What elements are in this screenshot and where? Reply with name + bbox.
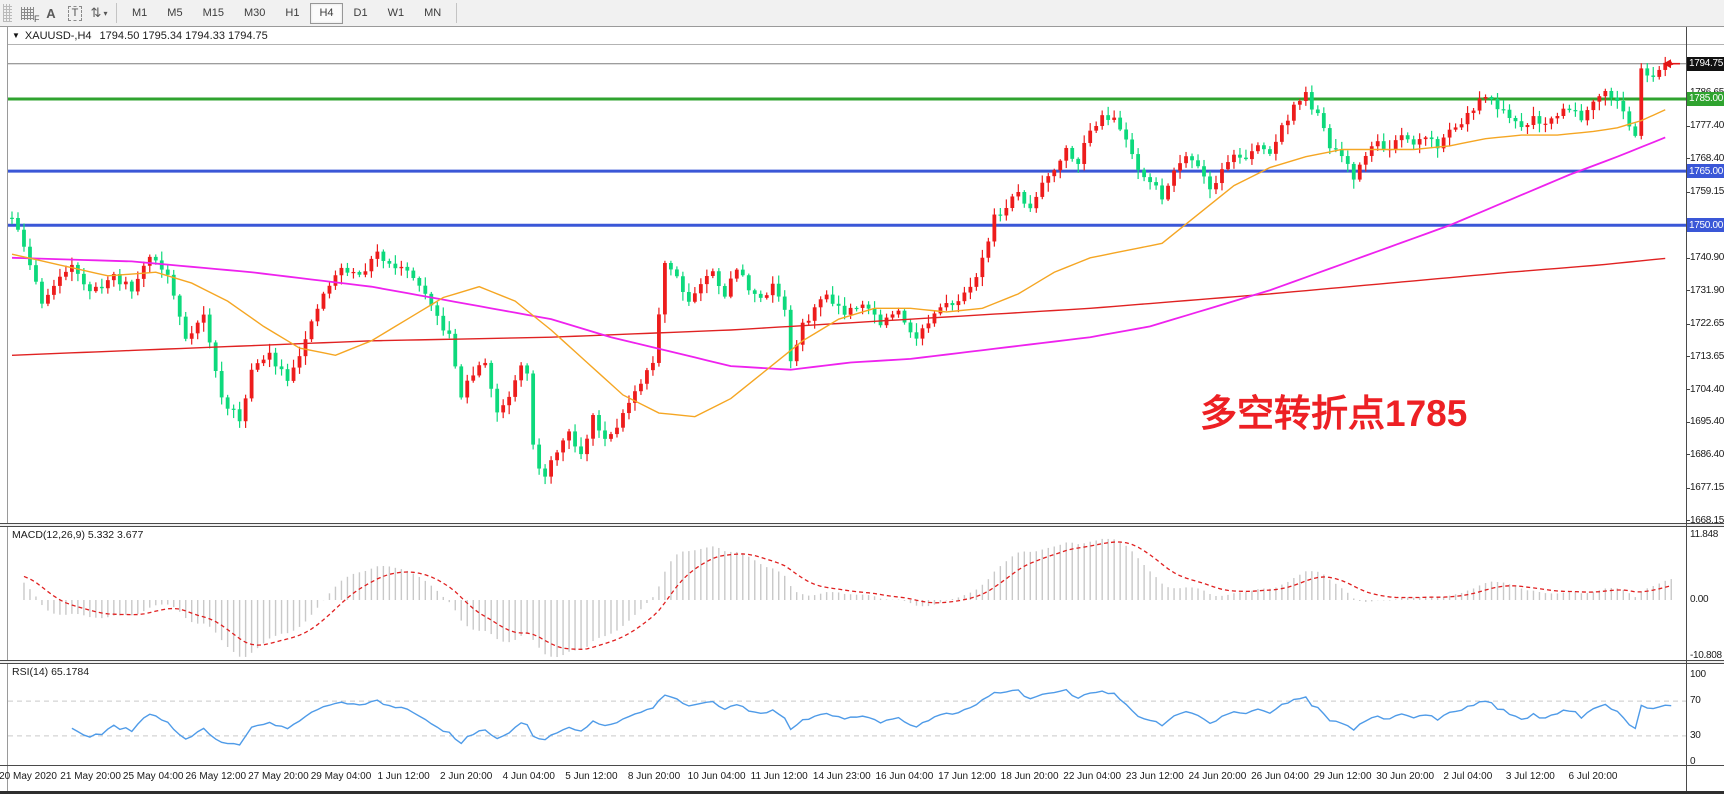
- time-tick-label: 24 Jun 20:00: [1188, 771, 1247, 782]
- timeframe-button-m5[interactable]: M5: [167, 6, 183, 19]
- axis-tick-mark: [1686, 520, 1690, 522]
- price-tick-label: 1768.40: [1690, 152, 1724, 164]
- panel-splitter[interactable]: [0, 523, 1724, 527]
- price-tick-label: 1704.40: [1690, 383, 1724, 395]
- time-tick-label: 23 Jun 12:00: [1125, 771, 1184, 782]
- price-badge-1750-00: 1750.00: [1687, 218, 1724, 233]
- macd-label: MACD(12,26,9) 5.332 3.677: [12, 529, 144, 541]
- price-tick-label: 1668.15: [1690, 514, 1724, 526]
- chart-header: ▼ XAUUSD-,H4 1794.50 1795.34 1794.33 179…: [8, 27, 268, 44]
- rsi-label: RSI(14) 65.1784: [12, 666, 90, 678]
- timeframe-button-h1[interactable]: H1: [285, 6, 300, 19]
- axis-tick-mark: [1686, 356, 1690, 358]
- axis-tick-mark: [1686, 257, 1690, 259]
- timeframe-button-d1[interactable]: D1: [353, 6, 368, 19]
- toolbar-drag-handle[interactable]: [3, 4, 12, 22]
- time-tick-label: 26 Jun 04:00: [1251, 771, 1309, 782]
- timeframe-button-group: M1 M5 M15 M30 H1 H4 D1 W1 MN: [122, 2, 451, 24]
- header-divider: [8, 44, 1724, 45]
- timeframe-button-m30[interactable]: M30: [243, 6, 266, 19]
- chart-window-top-border: [0, 26, 1724, 27]
- timeframe-button-mn[interactable]: MN: [424, 6, 442, 19]
- dropdown-caret-icon[interactable]: ▾: [103, 8, 108, 18]
- toolbar-separator: [456, 3, 458, 23]
- time-tick-label: 2 Jul 04:00: [1443, 771, 1493, 782]
- price-badge-1765-00: 1765.00: [1687, 164, 1724, 179]
- panel-splitter[interactable]: [0, 660, 1724, 664]
- macd-axis-label: 0.00: [1690, 594, 1709, 605]
- font-a-icon[interactable]: A: [46, 5, 56, 21]
- price-tick-label: 1731.90: [1690, 284, 1724, 296]
- rsi-axis-label: 100: [1690, 669, 1706, 680]
- time-tick-label: 5 Jun 12:00: [565, 771, 618, 782]
- price-badge-1785-00: 1785.00: [1687, 91, 1724, 106]
- time-tick-label: 3 Jul 12:00: [1505, 771, 1555, 782]
- axis-tick-mark: [1686, 290, 1690, 292]
- price-tick-label: 1722.65: [1690, 318, 1724, 330]
- timeframe-button-m15[interactable]: M15: [202, 6, 224, 19]
- timeframe-button-w1[interactable]: W1: [387, 6, 405, 19]
- price-tick-label: 1677.15: [1690, 482, 1724, 494]
- grid-icon-f[interactable]: F: [16, 3, 40, 24]
- price-badge-1794-75: 1794.75: [1687, 56, 1724, 71]
- time-tick-label: 26 May 12:00: [185, 771, 247, 782]
- rsi-axis-label: 70: [1690, 695, 1701, 706]
- axis-tick-mark: [1686, 191, 1690, 193]
- chart-window-left-border: [7, 27, 8, 791]
- time-tick-label: 1 Jun 12:00: [377, 771, 430, 782]
- time-tick-label: 21 May 20:00: [60, 771, 121, 782]
- time-tick-label: 6 Jul 20:00: [1568, 771, 1618, 782]
- toolbar: F A T ⇅ ▾ M1 M5 M15 M30 H1 H4 D1 W1 MN: [0, 0, 1724, 27]
- time-tick-label: 25 May 04:00: [122, 771, 184, 782]
- time-tick-label: 27 May 20:00: [248, 771, 309, 782]
- axis-tick-mark: [1686, 158, 1690, 160]
- time-tick-label: 29 May 04:00: [310, 771, 372, 782]
- time-tick-label: 16 Jun 04:00: [875, 771, 934, 782]
- chevron-down-icon[interactable]: ▼: [12, 31, 20, 40]
- axis-tick-mark: [1686, 125, 1690, 127]
- price-tick-label: 1695.40: [1690, 416, 1724, 428]
- time-tick-label: 2 Jun 20:00: [440, 771, 493, 782]
- time-tick-label: 17 Jun 12:00: [938, 771, 996, 782]
- symbol-label: XAUUSD-,H4: [24, 29, 92, 42]
- time-tick-label: 22 Jun 04:00: [1063, 771, 1122, 782]
- bottom-edge: [0, 791, 1724, 794]
- time-tick-label: 30 Jun 20:00: [1376, 771, 1435, 782]
- axis-tick-mark: [1686, 487, 1690, 489]
- time-tick-label: 4 Jun 04:00: [502, 771, 555, 782]
- rsi-axis-label: 30: [1690, 730, 1701, 741]
- annotation-text: 多空转折点1785: [1200, 393, 1468, 434]
- price-chart[interactable]: [8, 45, 1686, 523]
- rsi-panel[interactable]: [8, 664, 1686, 765]
- timeframe-button-h4[interactable]: H4: [310, 2, 343, 24]
- axis-border: [1686, 27, 1687, 791]
- time-tick-label: 10 Jun 04:00: [687, 771, 746, 782]
- timeframe-button-m1[interactable]: M1: [132, 6, 148, 19]
- time-tick-label: 18 Jun 20:00: [1000, 771, 1059, 782]
- toolbar-separator: [116, 3, 117, 23]
- macd-axis-label: 11.848: [1690, 529, 1719, 540]
- price-tick-label: 1686.40: [1690, 448, 1724, 460]
- macd-axis-label: -10.808: [1690, 650, 1722, 661]
- price-tick-label: 1777.40: [1690, 120, 1724, 132]
- price-tick-label: 1713.65: [1690, 350, 1724, 362]
- time-tick-label: 29 Jun 12:00: [1313, 771, 1372, 782]
- time-tick-label: 11 Jun 12:00: [750, 771, 808, 782]
- ohlc-values: 1794.50 1795.34 1794.33 1794.75: [99, 29, 268, 42]
- price-tick-label: 1740.90: [1690, 252, 1724, 264]
- rsi-axis-label: 0: [1690, 756, 1696, 767]
- price-tick-label: 1759.15: [1690, 186, 1724, 198]
- time-tick-label: 14 Jun 23:00: [812, 771, 871, 782]
- text-box-icon[interactable]: T: [64, 3, 86, 23]
- time-tick-label: 8 Jun 20:00: [627, 771, 681, 782]
- axis-tick-mark: [1686, 323, 1690, 325]
- time-tick-label: 20 May 2020: [0, 771, 57, 782]
- macd-panel[interactable]: [8, 528, 1686, 660]
- axis-tick-mark: [1686, 454, 1690, 456]
- swap-arrows-icon[interactable]: ⇅ ▾: [90, 5, 108, 20]
- axis-tick-mark: [1686, 421, 1690, 423]
- axis-tick-mark: [1686, 389, 1690, 391]
- rsi-bottom-border: [0, 765, 1724, 766]
